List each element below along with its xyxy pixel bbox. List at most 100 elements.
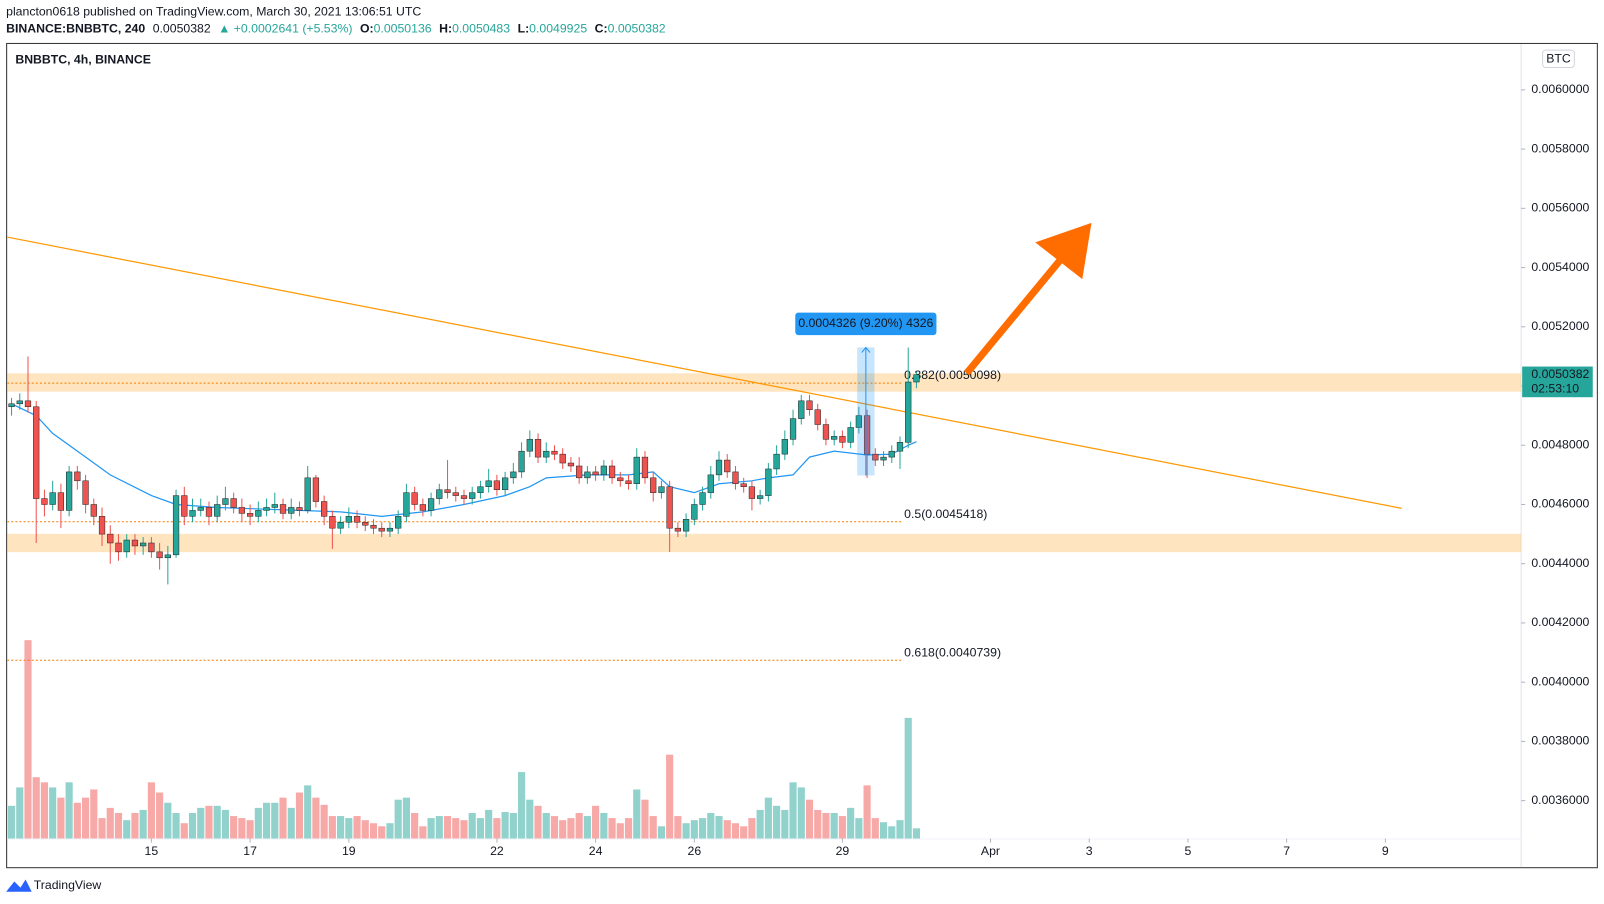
candle-body — [452, 492, 459, 496]
candle-body — [271, 504, 278, 508]
x-tick-label: 24 — [589, 844, 603, 858]
volume-bar — [180, 823, 188, 839]
volume-bar — [139, 809, 147, 839]
last-price: 0.0050382 — [153, 22, 211, 36]
volume-bar — [830, 812, 838, 839]
plot: 0.382(0.0050098) 0.5(0.0045418) 0.618(0.00… — [7, 236, 1522, 839]
volume-bar — [468, 812, 476, 839]
trendline — [7, 236, 1402, 509]
candle-body — [296, 507, 303, 511]
volume-bar — [633, 789, 641, 839]
candle-body — [378, 527, 385, 532]
chart-title: BNBBTC, 4h, BINANCE — [15, 53, 151, 67]
volume-bar — [608, 818, 616, 839]
candle-body — [115, 542, 122, 553]
y-tick-label: 0.0052000 — [1531, 319, 1589, 333]
candle-body — [839, 436, 846, 443]
volume-bar — [32, 777, 40, 839]
candle-body — [617, 477, 624, 482]
volume-bar — [386, 823, 394, 839]
candle-body — [485, 480, 492, 487]
candle-body — [600, 465, 607, 476]
candle-body — [905, 381, 912, 443]
volume-bar — [16, 787, 24, 839]
fib-label: 0.5(0.0045418) — [904, 507, 987, 521]
x-tick-label: 15 — [145, 844, 159, 858]
axes: 0.0036000 0.0038000 0.0040000 0.0042000 0.00… — [145, 82, 1593, 858]
candle-body — [436, 489, 443, 499]
volume-bar — [649, 816, 657, 839]
candle-body — [33, 406, 40, 499]
volume-bar — [419, 826, 427, 839]
y-tick-label: 0.0048000 — [1531, 437, 1589, 451]
volume-bar — [427, 818, 435, 839]
candle-body — [789, 418, 797, 440]
candle-body — [707, 474, 714, 493]
candle-body — [773, 453, 780, 470]
volume-bar — [871, 818, 879, 839]
candle-body — [806, 400, 813, 410]
currency: BTC — [1546, 52, 1571, 66]
volume-bar — [65, 782, 73, 839]
last-price-label: 0.0050382 — [1531, 367, 1589, 381]
currency-box[interactable] — [1542, 49, 1575, 69]
symbol-line: BINANCE:BNBBTC, 240 0.0050382 ▲ +0.00026… — [6, 22, 666, 36]
volume-bar — [616, 823, 624, 839]
volume-bar — [402, 797, 410, 839]
volume-bar — [361, 820, 369, 839]
volume-bar — [197, 807, 205, 839]
ohlc-value: 0.0050483 — [452, 22, 510, 36]
candle-body — [329, 516, 336, 529]
candle-body — [288, 507, 295, 514]
candle-body — [477, 486, 484, 493]
y-tick-label: 0.0042000 — [1531, 615, 1589, 629]
volume-bar — [443, 816, 452, 839]
volume-bar — [624, 818, 633, 839]
volume-bar — [567, 818, 575, 839]
volume-bar — [789, 782, 797, 839]
candle-body — [724, 459, 731, 473]
volume-bar — [460, 820, 468, 839]
candle-body — [872, 453, 879, 461]
candle-body — [74, 471, 81, 482]
arrow — [963, 222, 1092, 376]
y-tick-label: 0.0046000 — [1531, 497, 1589, 511]
volume-bar — [81, 797, 90, 839]
candle-body — [82, 480, 89, 505]
candle-body — [419, 504, 426, 511]
volume-bar — [262, 802, 271, 839]
candle-body — [518, 450, 525, 473]
candle-body — [715, 459, 723, 476]
volume-bar — [740, 826, 748, 839]
ohlc-label: C: — [595, 22, 608, 36]
candle-body — [732, 471, 739, 485]
volume-bar — [723, 820, 731, 839]
volume-bar — [707, 812, 715, 839]
volume-bar — [295, 792, 304, 839]
candle-body — [831, 436, 838, 440]
candle-body — [16, 400, 23, 405]
volume-bar — [682, 823, 690, 839]
candle-body — [691, 504, 698, 520]
ohlc-label: L: — [518, 22, 530, 36]
volume-bar — [690, 820, 698, 839]
volume-bar — [254, 807, 262, 839]
candle-body — [41, 498, 48, 505]
volume-bar — [320, 804, 328, 839]
candle-body — [699, 492, 706, 505]
candle-body — [855, 415, 862, 428]
candle-body — [427, 498, 435, 511]
published-line: plancton0618 published on TradingView.co… — [6, 5, 421, 19]
x-tick-label: 29 — [836, 844, 850, 858]
volume-bar — [123, 820, 131, 839]
volume-bar — [814, 809, 822, 839]
candle-body — [526, 439, 533, 452]
volume-bar — [188, 812, 197, 839]
volume-bar — [805, 799, 814, 839]
candle-body — [403, 492, 410, 517]
candle-body — [543, 450, 550, 458]
volume-bar — [57, 797, 65, 839]
volume-bar — [230, 816, 238, 839]
measure-arrow — [861, 346, 871, 476]
candle-body — [312, 477, 320, 502]
